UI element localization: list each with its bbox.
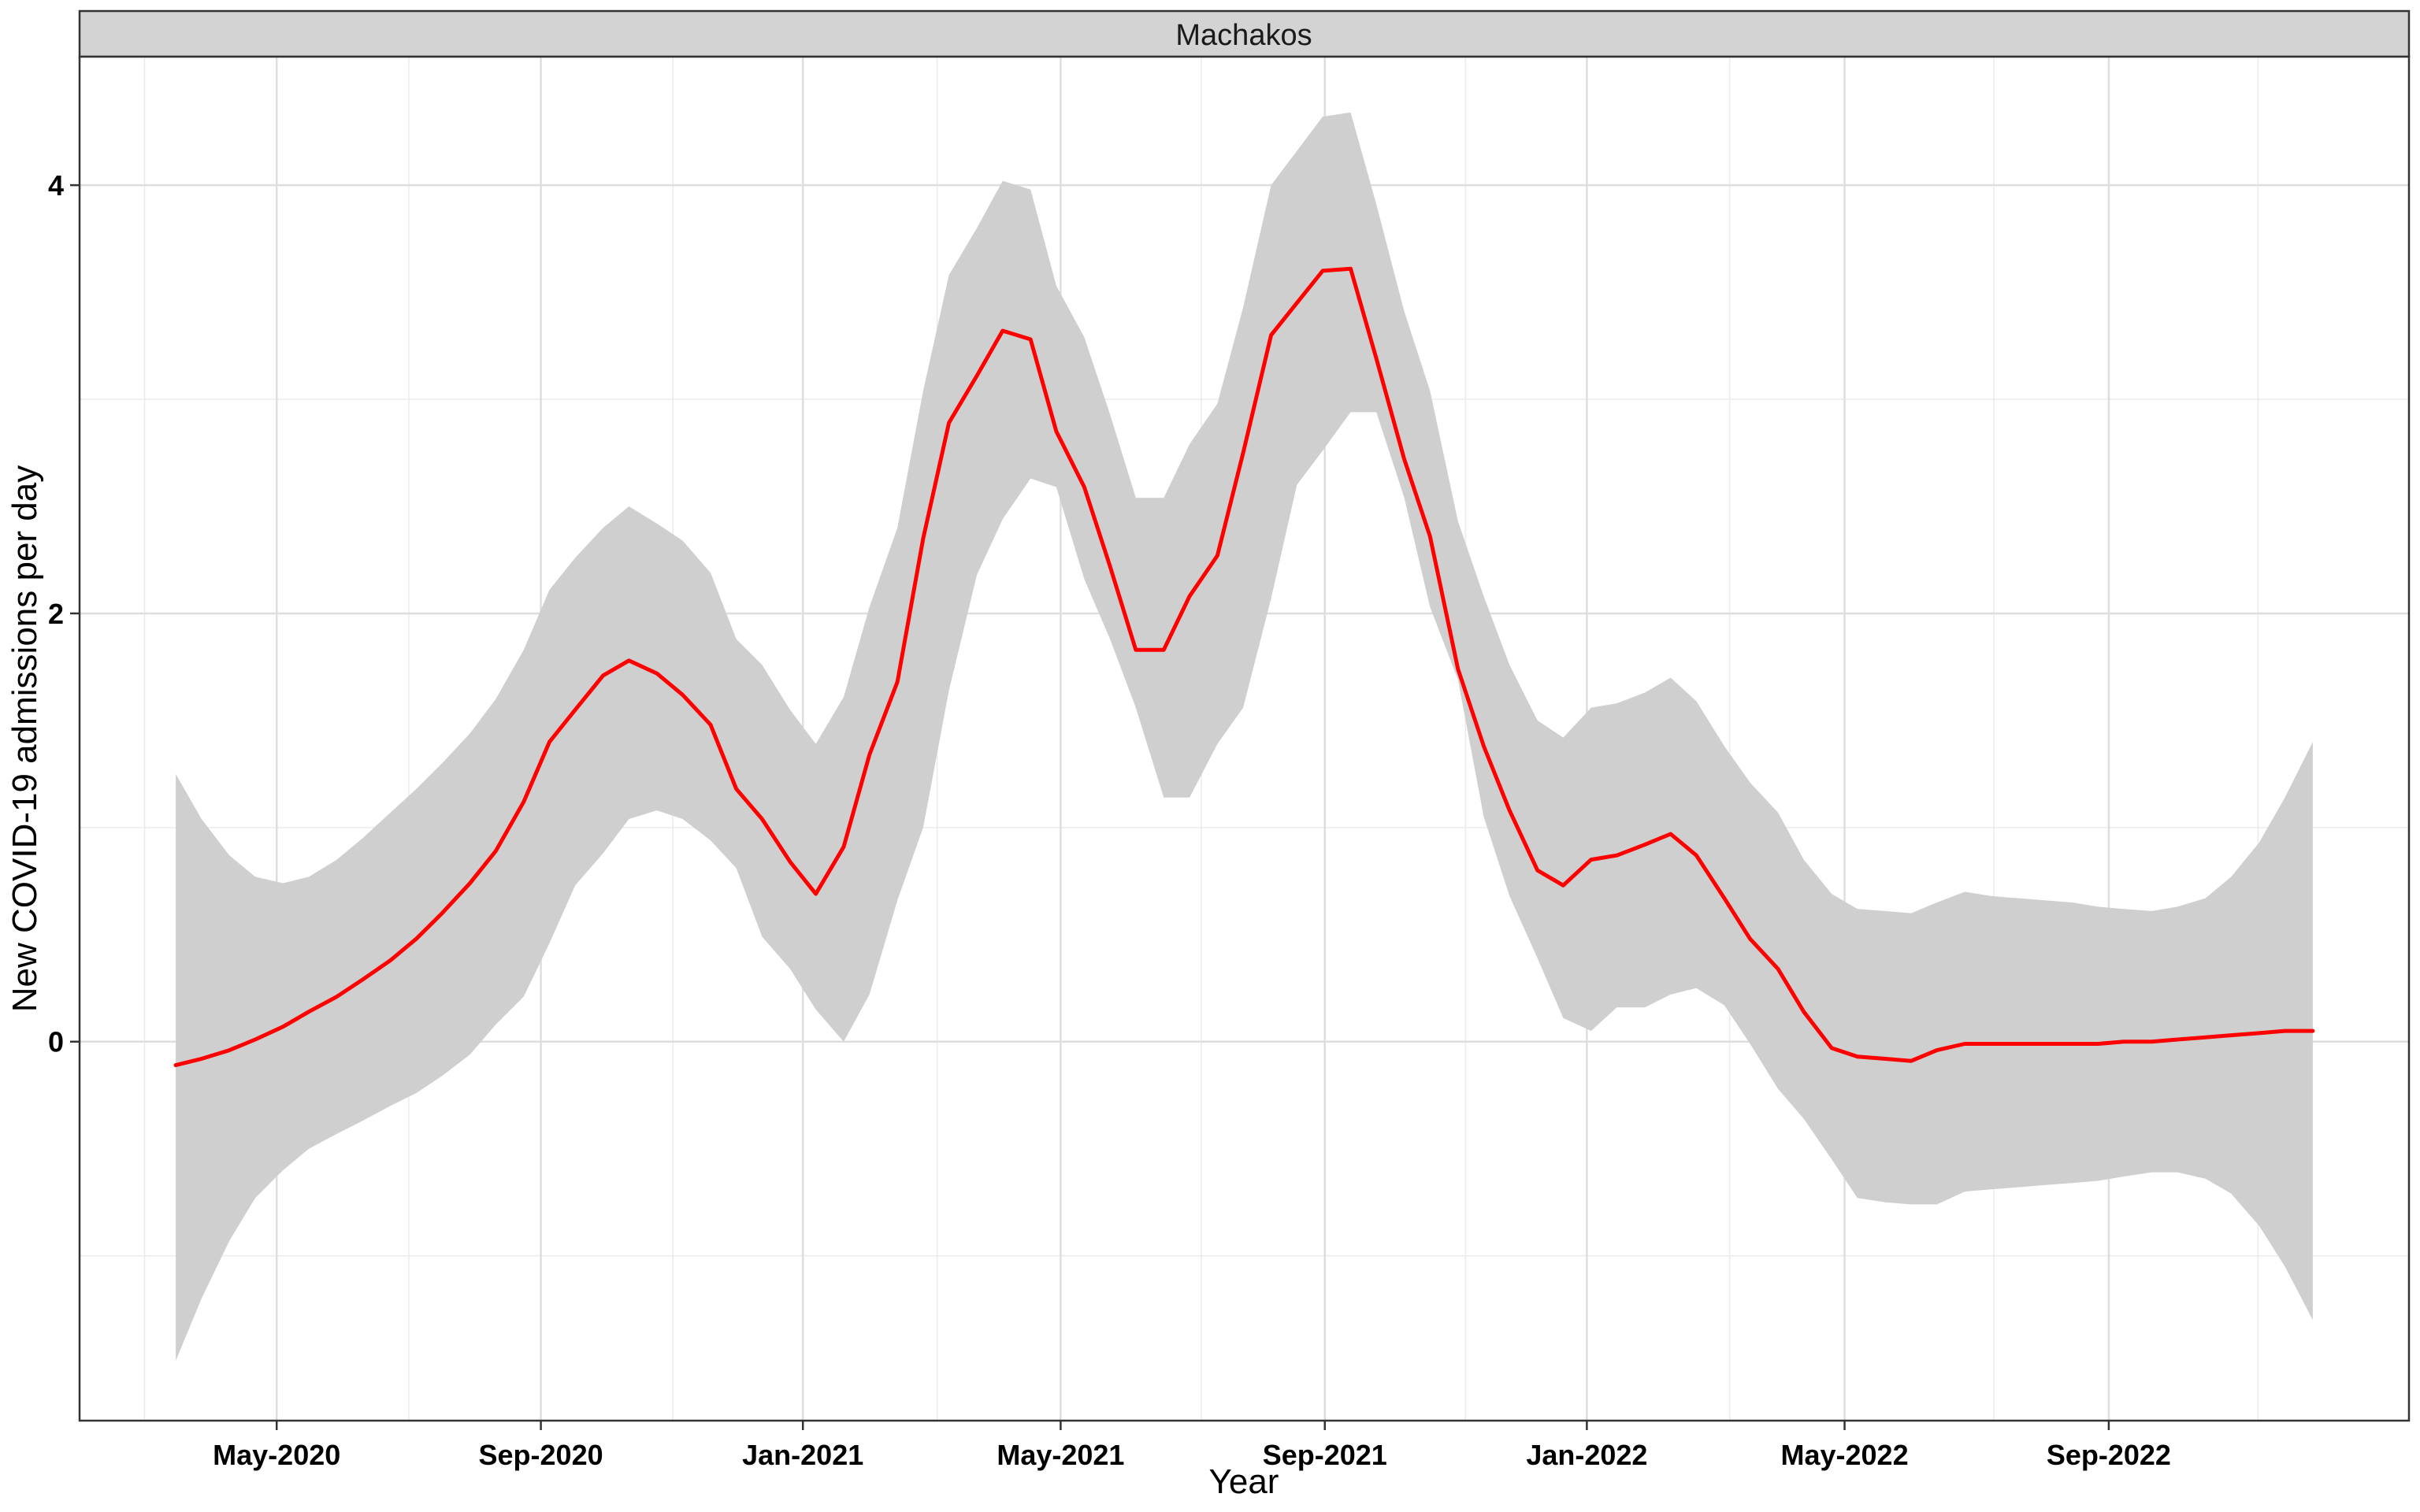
minor-gridlines: [80, 57, 2409, 1421]
y-tick-label: 0: [48, 1026, 64, 1058]
confidence-ribbon: [176, 112, 2313, 1361]
x-tick-label: Sep-2022: [2047, 1439, 2171, 1471]
x-tick-label: Jan-2021: [742, 1439, 863, 1471]
x-tick-label: Sep-2021: [1263, 1439, 1387, 1471]
x-axis-title: Year: [1209, 1462, 1279, 1501]
facet-strip: Machakos: [78, 9, 2411, 58]
y-tick-label: 4: [48, 169, 64, 202]
x-tick-label: Sep-2020: [479, 1439, 603, 1471]
facet-strip-background: [78, 9, 2411, 58]
y-tick-label: 2: [48, 598, 64, 630]
series-line: [173, 266, 2315, 1068]
x-tick-label: May-2021: [997, 1439, 1124, 1471]
y-axis: 0 2 4: [48, 169, 80, 1058]
x-tick-label: Jan-2022: [1526, 1439, 1647, 1471]
y-axis-title: New COVID-19 admissions per day: [6, 465, 44, 1012]
plot-panel: [80, 57, 2409, 1421]
x-tick-label: May-2020: [213, 1439, 340, 1471]
facet-label: Machakos: [1175, 19, 1312, 52]
x-tick-label: May-2022: [1780, 1439, 1908, 1471]
series-layer: [173, 112, 2315, 1361]
plot-panel-border: [78, 55, 2411, 1422]
x-axis: May-2020 Sep-2020 Jan-2021 May-2021 Sep-2021…: [213, 1421, 2171, 1471]
